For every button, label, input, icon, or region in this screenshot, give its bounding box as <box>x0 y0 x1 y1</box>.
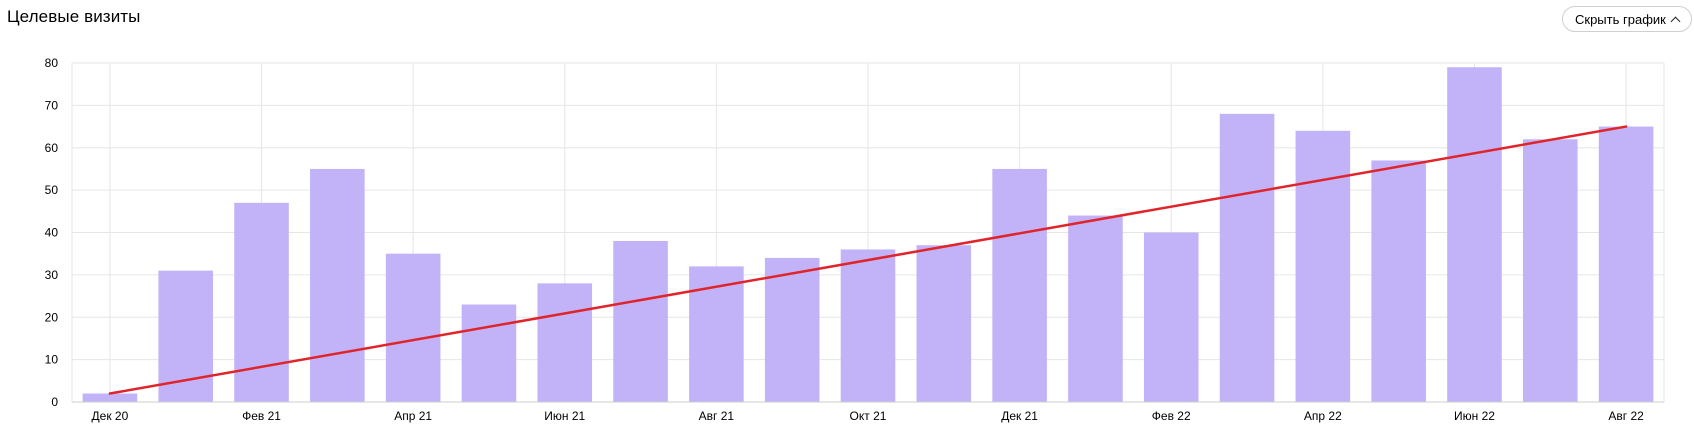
x-tick-label: Авг 22 <box>1608 409 1644 423</box>
y-tick-label: 30 <box>45 268 59 282</box>
bar <box>1522 139 1578 402</box>
y-tick-label: 0 <box>51 395 58 409</box>
y-tick-label: 40 <box>45 226 59 240</box>
x-tick-label: Дек 20 <box>92 409 129 423</box>
x-tick-label: Апр 21 <box>394 409 432 423</box>
bar <box>234 202 289 402</box>
x-tick-label: Фев 21 <box>242 409 281 423</box>
x-tick-label: Июн 21 <box>544 409 585 423</box>
y-tick-label: 50 <box>45 183 59 197</box>
bar <box>764 257 820 402</box>
bar <box>82 393 138 402</box>
chart-title: Целевые визиты <box>7 7 141 26</box>
y-tick-label: 10 <box>45 353 59 367</box>
bar <box>385 253 441 402</box>
bar <box>1371 160 1426 402</box>
x-tick-label: Июн 22 <box>1454 409 1495 423</box>
trend-line <box>108 125 1628 395</box>
x-tick-label: Апр 22 <box>1304 409 1342 423</box>
bar <box>613 240 668 402</box>
bar <box>461 304 517 402</box>
y-tick-label: 80 <box>45 56 59 70</box>
x-tick-label: Авг 21 <box>699 409 735 423</box>
x-tick-label: Дек 21 <box>1001 409 1038 423</box>
hide-chart-button[interactable]: Скрыть график <box>1562 6 1692 32</box>
x-tick-label: Фев 22 <box>1152 409 1191 423</box>
y-tick-label: 70 <box>45 98 59 112</box>
bar <box>916 245 972 402</box>
bar <box>1598 126 1654 402</box>
bar <box>310 168 365 402</box>
bar <box>840 249 896 402</box>
bar <box>1219 113 1275 402</box>
y-tick-label: 60 <box>45 141 59 155</box>
y-tick-label: 20 <box>45 310 59 324</box>
bar <box>1068 215 1123 402</box>
bar <box>537 283 593 402</box>
bar <box>1295 130 1351 403</box>
bar <box>1447 67 1502 403</box>
bar <box>1143 232 1199 402</box>
x-tick-label: Окт 21 <box>850 409 887 423</box>
hide-chart-label: Скрыть график <box>1575 11 1666 27</box>
bar <box>992 168 1047 402</box>
